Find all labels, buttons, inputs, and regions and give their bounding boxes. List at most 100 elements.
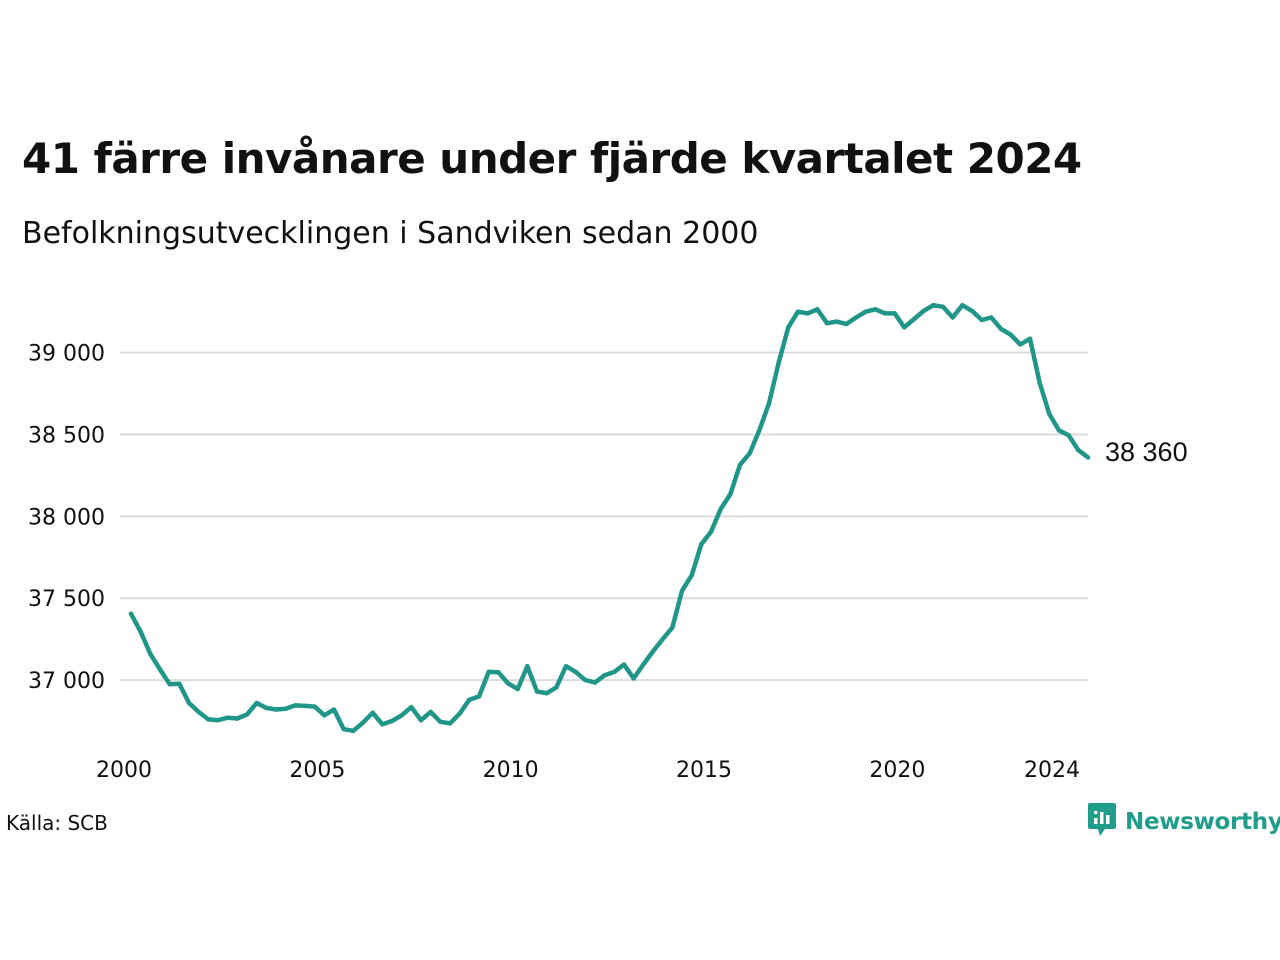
data-point <box>293 703 298 708</box>
data-point <box>322 713 327 718</box>
data-point <box>138 629 143 634</box>
data-point <box>757 428 762 433</box>
data-point <box>989 315 994 320</box>
data-point <box>312 704 317 709</box>
data-point <box>438 719 443 725</box>
data-point <box>950 315 955 320</box>
data-point <box>1018 342 1023 347</box>
data-point <box>1027 336 1033 341</box>
data-point <box>931 302 936 308</box>
y-tick-label: 37 500 <box>28 587 105 612</box>
data-point <box>969 308 975 314</box>
chart-title: 41 färre invånare under fjärde kvartalet… <box>22 134 1082 183</box>
x-axis: 2000 2005 2010 2015 2020 2024 <box>96 758 1080 783</box>
data-point <box>834 319 839 324</box>
data-point <box>1076 447 1081 453</box>
data-point <box>786 325 791 330</box>
data-point <box>341 726 346 732</box>
data-point <box>631 676 636 681</box>
data-point <box>563 663 569 669</box>
data-point <box>196 709 201 715</box>
data-point <box>418 717 424 723</box>
data-point <box>805 311 810 316</box>
data-point <box>728 492 733 497</box>
x-tick-label: 2015 <box>676 758 732 783</box>
data-point <box>525 663 530 669</box>
data-point <box>708 529 714 535</box>
bar-chart-speech-bubble-icon <box>1088 803 1116 841</box>
data-point <box>612 669 617 675</box>
data-point <box>1047 411 1052 417</box>
data-point <box>486 669 491 675</box>
data-point <box>148 651 153 657</box>
data-point <box>447 721 453 726</box>
data-point <box>679 588 685 594</box>
data-point <box>554 685 559 690</box>
data-point <box>389 718 395 724</box>
y-axis: 37 000 37 500 38 000 38 500 39 000 <box>28 342 105 694</box>
data-point <box>254 700 259 706</box>
brand-name: Newsworthy <box>1125 809 1280 835</box>
data-point <box>670 625 675 630</box>
y-tick-label: 37 000 <box>28 669 105 694</box>
x-tick-label: 2010 <box>483 758 539 783</box>
data-point <box>737 462 743 467</box>
data-point <box>1008 332 1013 337</box>
data-point <box>892 311 897 316</box>
data-point <box>544 690 549 696</box>
data-point <box>602 672 607 678</box>
data-point <box>699 541 704 547</box>
last-value-label: 38 360 <box>1105 437 1188 467</box>
data-point <box>186 700 192 706</box>
data-point <box>515 686 520 692</box>
data-point <box>399 713 404 718</box>
gridlines <box>120 351 1088 682</box>
data-point <box>998 326 1004 332</box>
data-point <box>273 707 279 712</box>
y-tick-label: 38 500 <box>28 424 105 449</box>
data-point <box>457 711 462 716</box>
data-point <box>921 308 926 314</box>
y-tick-label: 39 000 <box>28 342 105 367</box>
source-note: Källa: SCB <box>6 811 108 835</box>
data-point <box>206 717 211 722</box>
data-point <box>505 681 511 686</box>
data-point <box>583 677 588 683</box>
data-point <box>302 703 308 709</box>
data-point <box>824 320 830 326</box>
data-point <box>428 709 433 715</box>
data-point <box>960 302 965 308</box>
data-point <box>815 307 820 312</box>
brand-logo: Newsworthy <box>1088 803 1280 841</box>
data-point <box>467 697 472 702</box>
data-point <box>718 506 723 512</box>
data-point <box>873 307 878 312</box>
chart-subtitle: Befolkningsutvecklingen i Sandviken seda… <box>22 216 759 251</box>
data-point <box>573 669 578 675</box>
x-tick-label: 2020 <box>869 758 925 783</box>
data-point <box>409 704 414 710</box>
data-point <box>331 707 337 712</box>
data-point <box>215 717 221 723</box>
data-point <box>360 720 366 725</box>
data-point <box>476 694 482 699</box>
data-point <box>882 311 888 316</box>
data-points <box>128 302 1091 734</box>
data-point <box>650 649 656 654</box>
data-point <box>979 317 984 323</box>
data-point <box>380 722 385 727</box>
data-point <box>370 710 375 716</box>
population-line <box>128 302 1091 734</box>
data-point <box>244 712 250 717</box>
data-point <box>592 680 598 685</box>
data-point <box>844 321 849 327</box>
data-point <box>863 309 868 314</box>
data-point <box>235 716 240 721</box>
x-tick-label: 2000 <box>96 758 152 783</box>
data-point <box>689 573 694 578</box>
data-point <box>157 667 163 672</box>
data-point <box>621 662 627 667</box>
x-tick-label: 2024 <box>1024 758 1080 783</box>
data-point <box>264 705 269 711</box>
